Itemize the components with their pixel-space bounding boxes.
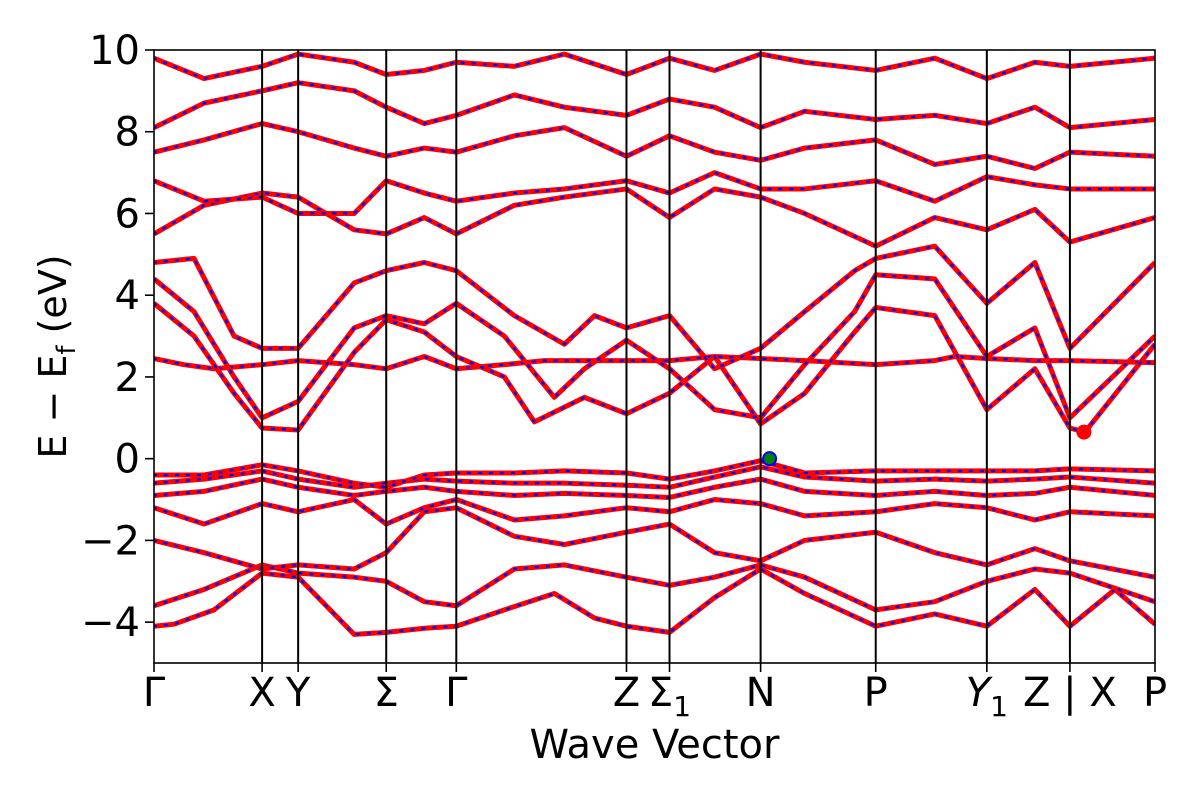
x-tick-label: X <box>248 670 275 716</box>
y-axis-label: E − Ef (eV) <box>31 254 82 458</box>
band-line-dotted-8 <box>154 302 1155 434</box>
markers-layer <box>762 424 1092 467</box>
bands-layer <box>154 51 1155 637</box>
x-tick-label: Y1 <box>966 670 1008 723</box>
y-tick-label: 2 <box>115 355 140 401</box>
y-tick-label: −2 <box>81 518 140 564</box>
x-tick-label: Z | X <box>1023 670 1117 716</box>
x-tick-label: P <box>1143 670 1167 716</box>
x-tick-label: Y <box>285 670 311 716</box>
band-line-dotted-4 <box>154 477 1155 499</box>
x-tick-label: Z <box>613 670 640 716</box>
band-line-14 <box>154 80 1155 131</box>
x-tick-label: P <box>864 670 888 716</box>
kpoint-lines-layer <box>261 50 1071 663</box>
plot-frame <box>153 49 1156 664</box>
band-edge-marker-1 <box>1076 424 1092 440</box>
x-tick-label: N <box>746 670 776 716</box>
band-line-10 <box>154 243 1155 372</box>
x-tick-label: Γ <box>143 670 166 716</box>
x-axis-label: Wave Vector <box>530 722 781 768</box>
band-line-6 <box>154 458 1155 490</box>
band-line-dotted-10 <box>154 244 1155 371</box>
band-edge-marker-0 <box>762 451 778 467</box>
band-line-dotted-1 <box>154 563 1155 612</box>
band-line-dotted-13 <box>154 122 1155 170</box>
x-tick-label: Σ <box>374 670 399 716</box>
y-tick-label: 0 <box>115 437 140 483</box>
y-axis: −4 −2 0 2 4 6 8 10 <box>81 28 154 646</box>
x-tick-label: Γ <box>445 670 468 716</box>
band-line-dotted-6 <box>154 459 1155 489</box>
y-tick-label: 10 <box>89 28 140 74</box>
band-line-2 <box>154 505 1155 580</box>
band-line-dotted-11 <box>154 187 1155 248</box>
band-line-11 <box>154 186 1155 249</box>
y-tick-label: 6 <box>115 191 140 237</box>
band-line-dotted-0 <box>154 567 1155 636</box>
band-line-1 <box>154 562 1155 613</box>
band-line-dotted-9 <box>154 273 1155 420</box>
y-tick-label: −4 <box>81 600 140 646</box>
band-line-15 <box>154 51 1155 82</box>
y-tick-label: 4 <box>115 273 140 319</box>
y-tick-label: 8 <box>115 110 140 156</box>
x-tick-label: Σ1 <box>648 670 691 723</box>
band-line-8 <box>154 301 1155 435</box>
band-line-13 <box>154 121 1155 172</box>
